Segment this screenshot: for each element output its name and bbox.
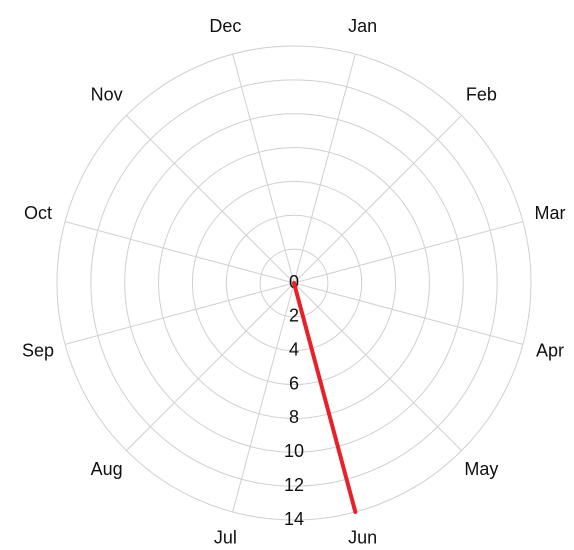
grid-spoke xyxy=(293,53,356,284)
grid-spoke xyxy=(232,282,295,513)
grid-spoke xyxy=(293,221,524,284)
grid-spoke xyxy=(293,115,462,284)
grid-spoke xyxy=(64,221,295,284)
category-label: Jan xyxy=(348,16,377,36)
category-label: Feb xyxy=(466,84,497,104)
r-tick-label: 10 xyxy=(284,441,304,461)
category-label: Oct xyxy=(24,203,52,223)
category-label: May xyxy=(464,459,498,479)
grid-spoke xyxy=(126,115,295,284)
r-tick-label: 2 xyxy=(289,306,299,326)
grid-circle xyxy=(56,45,532,521)
grid-spoke xyxy=(293,282,462,451)
r-tick-label: 6 xyxy=(289,373,299,393)
category-label: Dec xyxy=(209,16,241,36)
grid-circle xyxy=(225,214,363,352)
grid-circle xyxy=(259,248,329,318)
category-label: Jun xyxy=(348,528,377,545)
grid-spoke xyxy=(126,282,295,451)
category-label: Apr xyxy=(536,340,564,360)
grid-spoke xyxy=(232,53,295,284)
grid-circle xyxy=(158,147,430,419)
grid-circle xyxy=(90,79,498,487)
category-label: Aug xyxy=(91,459,123,479)
grid-circle xyxy=(191,180,397,386)
r-tick-label: 8 xyxy=(289,407,299,427)
category-label: Jul xyxy=(214,528,237,545)
series-line xyxy=(292,281,358,514)
category-label: Nov xyxy=(91,84,123,104)
category-label: Mar xyxy=(534,203,565,223)
grid-spoke xyxy=(64,282,295,345)
r-tick-label: 12 xyxy=(284,475,304,495)
category-label: Sep xyxy=(22,340,54,360)
grid-spoke xyxy=(293,282,524,345)
r-tick-label: 4 xyxy=(289,339,299,359)
grid-circle xyxy=(124,113,464,453)
grid xyxy=(56,45,532,521)
r-tick-label: 14 xyxy=(284,509,304,529)
